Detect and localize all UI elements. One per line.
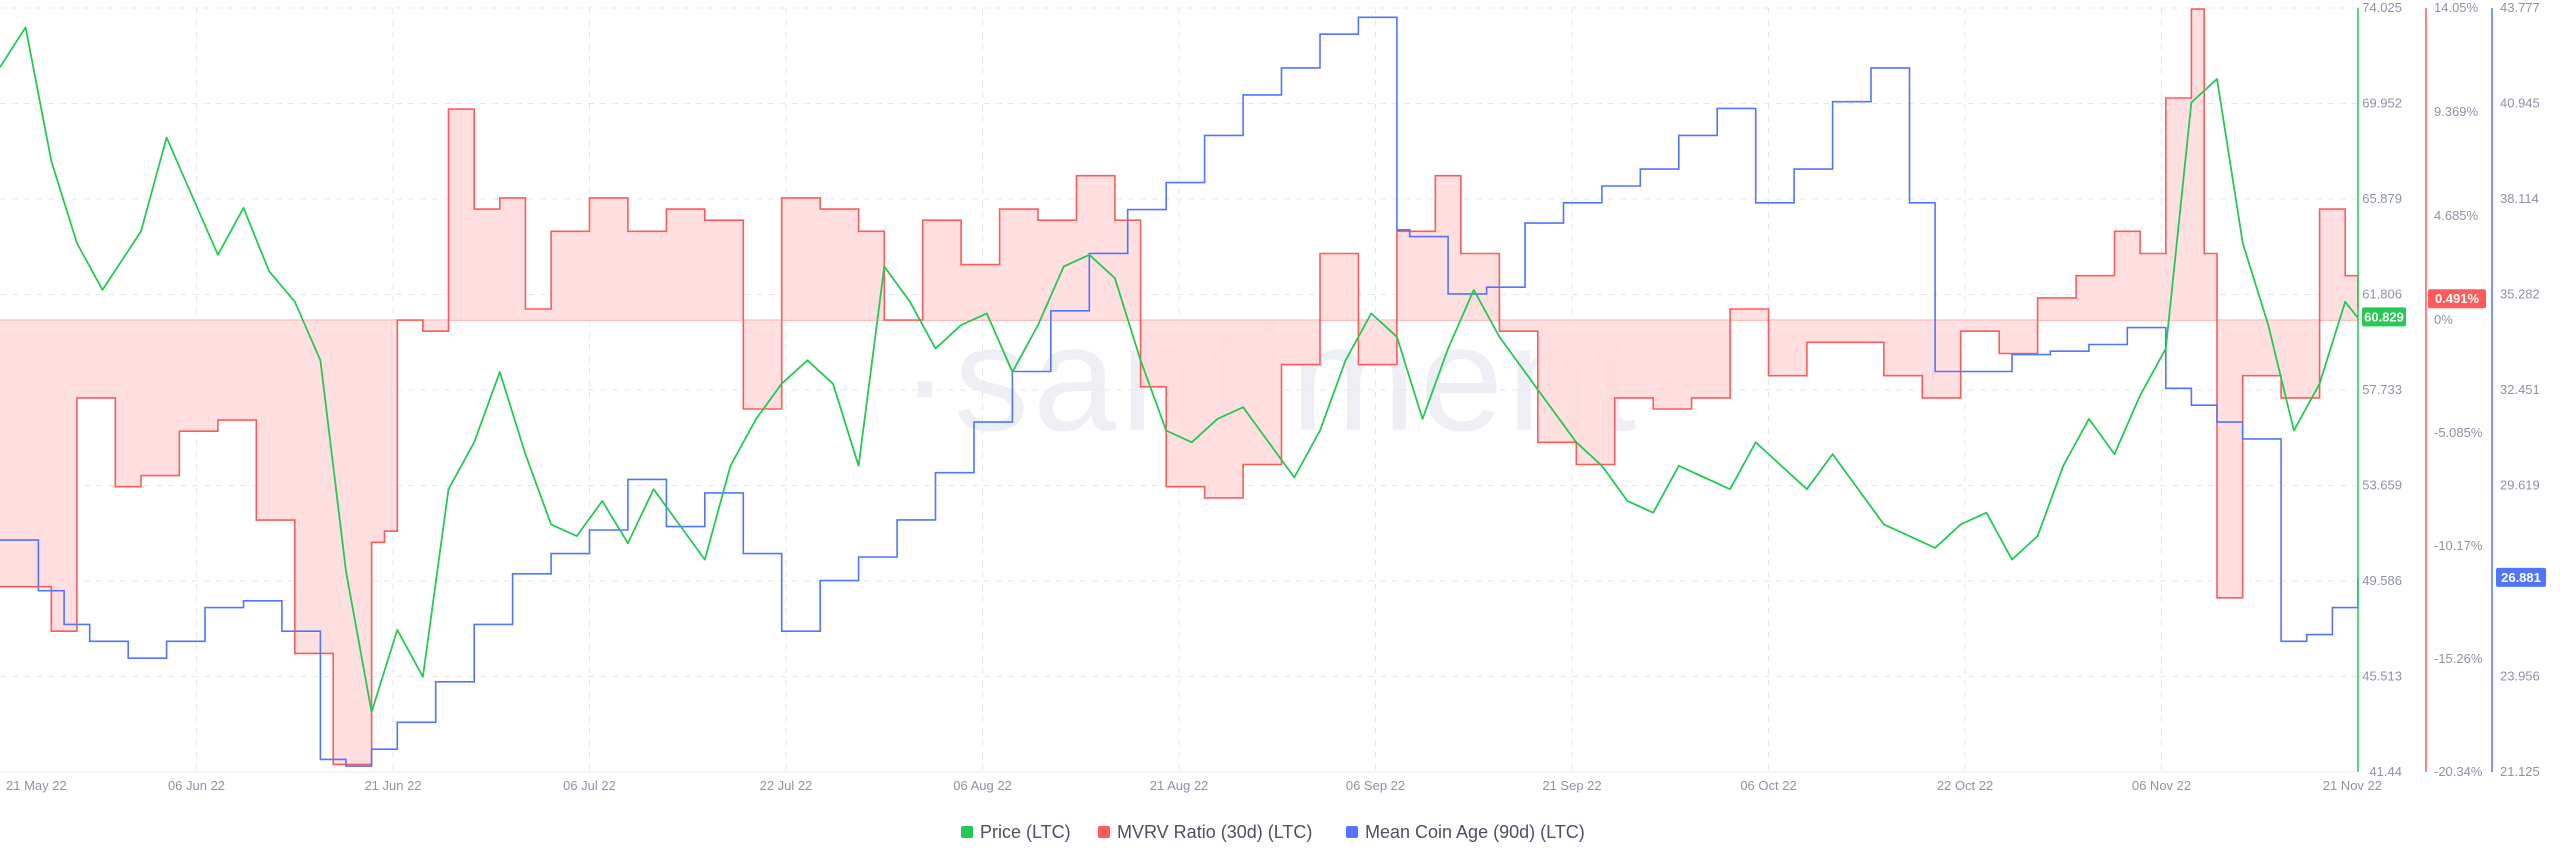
mean-coin-age-series-line <box>0 16 2359 767</box>
mvrv-axis-ticks: 14.05% 9.369% 4.685% 0% -5.085% -10.17% -15.26… <box>2434 0 2483 779</box>
price-tick-label: 74.025 <box>2362 0 2402 15</box>
legend-swatch <box>1098 826 1110 838</box>
series-lines <box>0 8 2359 767</box>
price-tick-label: 69.952 <box>2362 96 2402 111</box>
mvrv-tick-label: 4.685% <box>2434 208 2479 223</box>
mvrv-series-line <box>0 8 2359 766</box>
price-tick-label: 61.806 <box>2362 287 2402 302</box>
mvrv-tick-label: 14.05% <box>2434 0 2479 15</box>
age-badge-text: 26.881 <box>2501 570 2541 585</box>
mvrv-area-fill <box>0 9 2358 765</box>
price-tick-label: 41.44 <box>2369 764 2402 779</box>
age-tick-label: 43.777 <box>2500 0 2540 15</box>
value-badges: 60.829 0.491% 26.881 <box>2362 289 2546 587</box>
price-axis-ticks: 74.025 69.952 65.879 61.806 57.733 53.659 49.5… <box>2362 0 2402 779</box>
age-badge-bg <box>2496 567 2546 587</box>
price-tick-label: 45.513 <box>2362 669 2402 684</box>
legend-label: MVRV Ratio (30d) (LTC) <box>1117 822 1312 842</box>
mvrv-tick-label: -10.17% <box>2434 538 2483 553</box>
axes <box>0 8 2493 773</box>
mvrv-tick-label: -5.085% <box>2434 425 2483 440</box>
legend-swatch <box>1346 826 1358 838</box>
price-tick-label: 49.586 <box>2362 573 2402 588</box>
x-axis-label: 21 May 22 <box>6 778 67 793</box>
mvrv-tick-label: -20.34% <box>2434 764 2483 779</box>
x-axis-label: 21 Aug 22 <box>1150 778 1209 793</box>
price-tick-label: 57.733 <box>2362 382 2402 397</box>
mvrv-fill <box>0 9 2358 765</box>
x-axis-label: 06 Nov 22 <box>2132 778 2191 793</box>
mvrv-tick-label: 0% <box>2434 312 2453 327</box>
age-axis-ticks: 43.777 40.945 38.114 35.282 32.451 29.619 26.8… <box>2500 0 2540 779</box>
x-axis-label: 21 Jun 22 <box>364 778 421 793</box>
x-axis-label: 06 Oct 22 <box>1740 778 1796 793</box>
legend-label: Mean Coin Age (90d) (LTC) <box>1365 822 1585 842</box>
mvrv-badge-bg <box>2428 289 2486 309</box>
age-tick-label: 38.114 <box>2500 191 2539 206</box>
age-tick-label: 40.945 <box>2500 96 2540 111</box>
x-axis-label: 22 Oct 22 <box>1937 778 1993 793</box>
price-tick-label: 53.659 <box>2362 478 2402 493</box>
price-series-line <box>0 26 2359 713</box>
legend-label: Price (LTC) <box>980 822 1071 842</box>
x-axis-label: 21 Sep 22 <box>1542 778 1601 793</box>
mvrv-tick-label: 9.369% <box>2434 104 2479 119</box>
age-tick-label: 21.125 <box>2500 764 2540 779</box>
legend: Price (LTC) MVRV Ratio (30d) (LTC) Mean Co… <box>961 822 1585 842</box>
legend-swatch <box>961 826 973 838</box>
age-tick-label: 35.282 <box>2500 287 2540 302</box>
age-tick-label: 23.956 <box>2500 669 2540 684</box>
price-tick-label: 65.879 <box>2362 191 2402 206</box>
price-badge-text: 60.829 <box>2364 309 2404 324</box>
mvrv-tick-label: -15.26% <box>2434 651 2483 666</box>
x-axis-label: 22 Jul 22 <box>760 778 813 793</box>
x-axis-label: 21 Nov 22 <box>2323 778 2382 793</box>
x-axis-label: 06 Jul 22 <box>563 778 616 793</box>
age-tick-label: 29.619 <box>2500 478 2540 493</box>
x-axis-label: 06 Sep 22 <box>1346 778 1405 793</box>
x-axis-label: 06 Aug 22 <box>953 778 1012 793</box>
price-badge-bg <box>2362 307 2406 327</box>
age-tick-label: 32.451 <box>2500 382 2540 397</box>
x-axis-labels: 21 May 22 06 Jun 22 21 Jun 22 06 Jul 22 22 J… <box>6 778 2382 793</box>
mvrv-badge-text: 0.491% <box>2435 291 2480 306</box>
x-axis-label: 06 Jun 22 <box>168 778 225 793</box>
